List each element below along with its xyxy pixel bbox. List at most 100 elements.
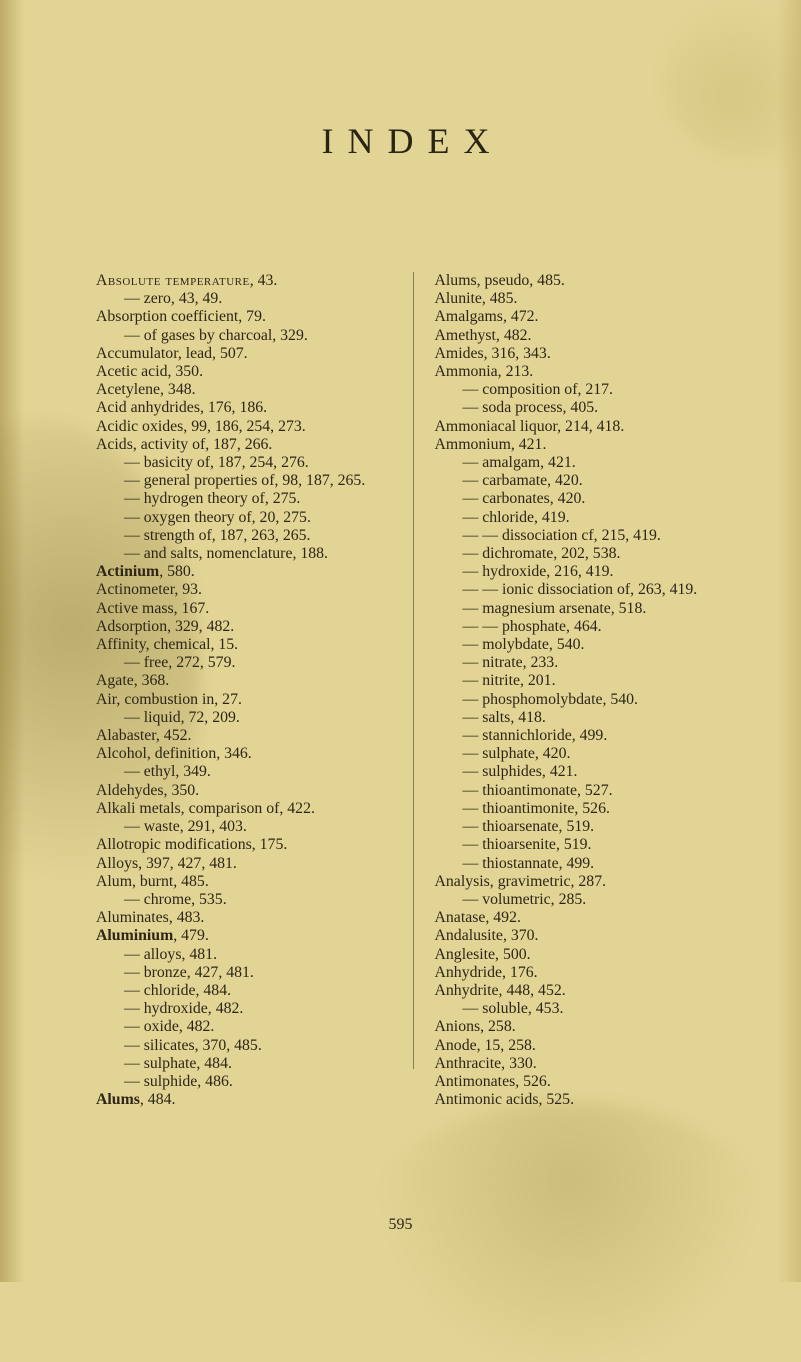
index-entry: Agate, 368. [96, 672, 403, 690]
index-entry: — phosphomolybdate, 540. [435, 691, 730, 709]
index-entry: Alkali metals, comparison of, 422. [96, 800, 403, 818]
index-entry: — liquid, 72, 209. [96, 709, 403, 727]
index-entry: Analysis, gravimetric, 287. [435, 873, 730, 891]
index-entry: — hydroxide, 216, 419. [435, 563, 730, 581]
index-entry: Alcohol, definition, 346. [96, 745, 403, 763]
index-entry: — molybdate, 540. [435, 636, 730, 654]
index-entry: Ammonia, 213. [435, 363, 730, 381]
index-entry: Ammonium, 421. [435, 436, 730, 454]
entry-headword: Absolute temperature [96, 272, 250, 289]
right-column: Alums, pseudo, 485.Alunite, 485.Amalgams… [413, 272, 730, 1109]
index-entry: — hydrogen theory of, 275. [96, 490, 403, 508]
index-entry: — oxygen theory of, 20, 275. [96, 509, 403, 527]
index-entry: Acidic oxides, 99, 186, 254, 273. [96, 418, 403, 436]
index-entry: Active mass, 167. [96, 600, 403, 618]
index-entry: Alums, 484. [96, 1091, 403, 1109]
index-entry: Anthracite, 330. [435, 1055, 730, 1073]
index-entry: — chloride, 419. [435, 509, 730, 527]
index-entry: — thiostannate, 499. [435, 855, 730, 873]
index-entry: Anglesite, 500. [435, 946, 730, 964]
index-entry: Alum, burnt, 485. [96, 873, 403, 891]
index-entry: — nitrite, 201. [435, 672, 730, 690]
index-entry: — salts, 418. [435, 709, 730, 727]
index-entry: — sulphide, 486. [96, 1073, 403, 1091]
index-entry: Acetylene, 348. [96, 381, 403, 399]
index-entry: — free, 272, 579. [96, 654, 403, 672]
index-page: INDEX Absolute temperature, 43.— zero, 4… [0, 0, 801, 1282]
index-entry: — zero, 43, 49. [96, 290, 403, 308]
index-entry: — composition of, 217. [435, 381, 730, 399]
index-entry: — strength of, 187, 263, 265. [96, 527, 403, 545]
index-entry: — bronze, 427, 481. [96, 964, 403, 982]
index-entry: — magnesium arsenate, 518. [435, 600, 730, 618]
entry-headword: Actinium [96, 563, 159, 580]
index-entry: — carbamate, 420. [435, 472, 730, 490]
index-entry: — sulphate, 420. [435, 745, 730, 763]
index-entry: — of gases by charcoal, 329. [96, 327, 403, 345]
index-entry: — thioarsenate, 519. [435, 818, 730, 836]
index-entry: Andalusite, 370. [435, 927, 730, 945]
index-entry: — sulphate, 484. [96, 1055, 403, 1073]
index-entry: — oxide, 482. [96, 1018, 403, 1036]
index-entry: — — ionic dissociation of, 263, 419. [435, 581, 730, 599]
index-entry: — ethyl, 349. [96, 763, 403, 781]
index-entry: — nitrate, 233. [435, 654, 730, 672]
index-entry: Anatase, 492. [435, 909, 730, 927]
column-divider [413, 272, 414, 1069]
index-entry: — waste, 291, 403. [96, 818, 403, 836]
index-entry: Alums, pseudo, 485. [435, 272, 730, 290]
index-columns: Absolute temperature, 43.— zero, 43, 49.… [96, 272, 729, 1109]
index-entry: Amides, 316, 343. [435, 345, 730, 363]
index-entry: Antimonates, 526. [435, 1073, 730, 1091]
index-entry: Amethyst, 482. [435, 327, 730, 345]
index-entry: — soda process, 405. [435, 399, 730, 417]
index-entry: — chrome, 535. [96, 891, 403, 909]
index-entry: — thioantimonate, 527. [435, 782, 730, 800]
index-entry: Affinity, chemical, 15. [96, 636, 403, 654]
index-entry: — chloride, 484. [96, 982, 403, 1000]
index-entry: Antimonic acids, 525. [435, 1091, 730, 1109]
index-entry: — thioarsenite, 519. [435, 836, 730, 854]
index-entry: Anode, 15, 258. [435, 1037, 730, 1055]
index-entry: — volumetric, 285. [435, 891, 730, 909]
index-entry: Air, combustion in, 27. [96, 691, 403, 709]
index-entry: Accumulator, lead, 507. [96, 345, 403, 363]
index-entry: Anions, 258. [435, 1018, 730, 1036]
entry-headword: Alums [96, 1091, 140, 1108]
index-entry: Aluminates, 483. [96, 909, 403, 927]
index-entry: Adsorption, 329, 482. [96, 618, 403, 636]
index-entry: Actinium, 580. [96, 563, 403, 581]
index-entry: — basicity of, 187, 254, 276. [96, 454, 403, 472]
index-entry: Acetic acid, 350. [96, 363, 403, 381]
index-entry: Absorption coefficient, 79. [96, 308, 403, 326]
index-entry: Actinometer, 93. [96, 581, 403, 599]
index-entry: Acids, activity of, 187, 266. [96, 436, 403, 454]
index-entry: — general properties of, 98, 187, 265. [96, 472, 403, 490]
entry-headword: Aluminium [96, 927, 173, 944]
index-entry: — alloys, 481. [96, 946, 403, 964]
index-entry: — — dissociation cf, 215, 419. [435, 527, 730, 545]
index-entry: — soluble, 453. [435, 1000, 730, 1018]
index-entry: — sulphides, 421. [435, 763, 730, 781]
index-entry: Ammoniacal liquor, 214, 418. [435, 418, 730, 436]
index-entry: — carbonates, 420. [435, 490, 730, 508]
index-entry: — amalgam, 421. [435, 454, 730, 472]
index-entry: — and salts, nomenclature, 188. [96, 545, 403, 563]
left-column: Absolute temperature, 43.— zero, 43, 49.… [96, 272, 413, 1109]
page-number: 595 [0, 1216, 801, 1234]
index-entry: — thioantimonite, 526. [435, 800, 730, 818]
index-entry: — silicates, 370, 485. [96, 1037, 403, 1055]
index-entry: Allotropic modifications, 175. [96, 836, 403, 854]
index-entry: Acid anhydrides, 176, 186. [96, 399, 403, 417]
index-entry: — dichromate, 202, 538. [435, 545, 730, 563]
index-entry: Alabaster, 452. [96, 727, 403, 745]
index-entry: Absolute temperature, 43. [96, 272, 403, 290]
index-entry: — hydroxide, 482. [96, 1000, 403, 1018]
index-entry: Aluminium, 479. [96, 927, 403, 945]
index-entry: Alunite, 485. [435, 290, 730, 308]
index-entry: Alloys, 397, 427, 481. [96, 855, 403, 873]
index-entry: Anhydrite, 448, 452. [435, 982, 730, 1000]
page-title: INDEX [96, 120, 729, 162]
index-entry: — stannichloride, 499. [435, 727, 730, 745]
index-entry: Anhydride, 176. [435, 964, 730, 982]
